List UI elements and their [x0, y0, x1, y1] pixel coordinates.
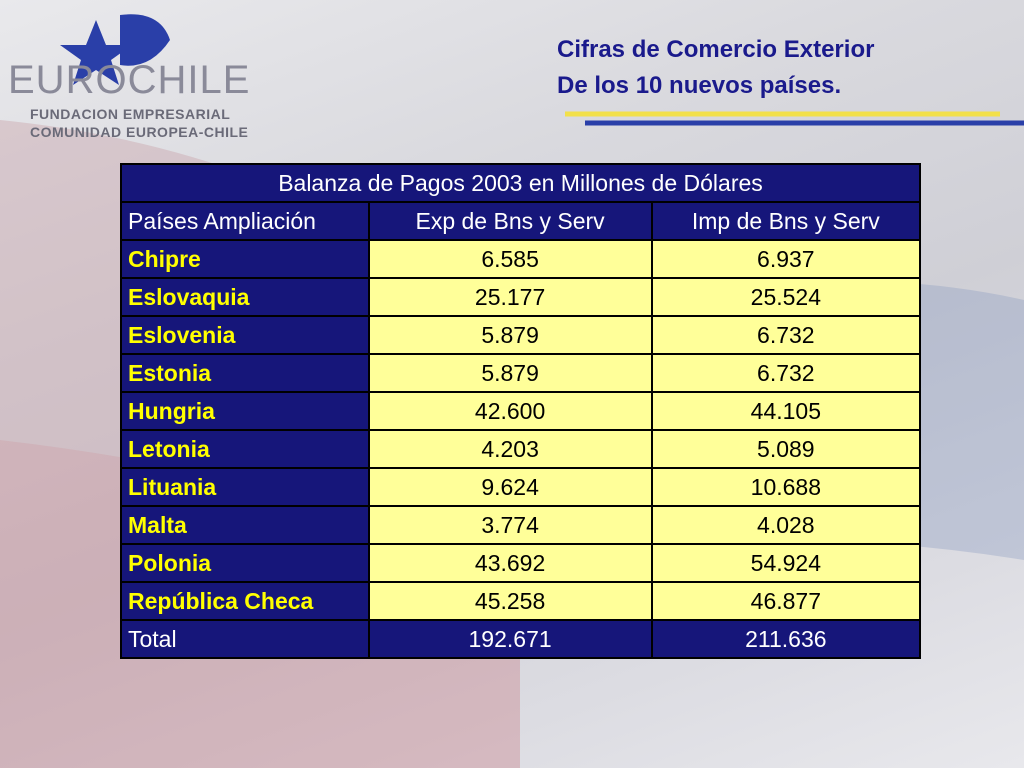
table-title: Balanza de Pagos 2003 en Millones de Dól…: [120, 163, 921, 203]
total-row: Total 192.671 211.636: [120, 619, 922, 659]
logo-line: FUNDACION EMPRESARIAL: [30, 106, 231, 122]
value-cell: 5.879: [367, 315, 653, 355]
country-cell: Eslovenia: [120, 315, 370, 355]
title: Cifras de Comercio Exterior: [557, 36, 875, 63]
data-row: Estonia 5.879 6.732: [120, 353, 922, 393]
logo-name: EUROCHILE: [8, 58, 251, 102]
data-row: Eslovaquia 25.177 25.524: [120, 277, 922, 317]
country-cell: Chipre: [120, 239, 370, 279]
title-row: Balanza de Pagos 2003 en Millones de Dól…: [120, 163, 921, 203]
value-cell: 6.732: [650, 353, 922, 393]
value-cell: 4.028: [650, 505, 922, 545]
value-cell: 44.105: [650, 391, 922, 431]
value-cell: 54.924: [650, 543, 922, 583]
data-table: Balanza de Pagos 2003 en Millones de Dól…: [120, 163, 922, 659]
country-cell: República Checa: [120, 581, 370, 621]
country-cell: Hungria: [120, 391, 370, 431]
data-row: Polonia 43.692 54.924: [120, 543, 922, 583]
value-cell: 42.600: [367, 391, 653, 431]
value-cell: 43.692: [367, 543, 653, 583]
data-row: Chipre 6.585 6.937: [120, 239, 922, 279]
value-cell: 9.624: [367, 467, 653, 507]
column-header: Exp de Bns y Serv: [367, 201, 653, 241]
data-row: Hungria 42.600 44.105: [120, 391, 922, 431]
header-row: Países Ampliación Exp de Bns y Serv Imp de…: [120, 201, 922, 241]
total-label: Total: [120, 619, 370, 659]
data-row: Malta 3.774 4.028: [120, 505, 922, 545]
country-cell: Eslovaquia: [120, 277, 370, 317]
value-cell: 46.877: [650, 581, 922, 621]
value-cell: 45.258: [367, 581, 653, 621]
country-cell: Malta: [120, 505, 370, 545]
table-body: Balanza de Pagos 2003 en Millones de Dól…: [120, 163, 922, 659]
data-row: Letonia 4.203 5.089: [120, 429, 922, 469]
total-value: 192.671: [367, 619, 653, 659]
value-cell: 6.585: [367, 239, 653, 279]
value-cell: 5.879: [367, 353, 653, 393]
total-value: 211.636: [650, 619, 922, 659]
value-cell: 25.524: [650, 277, 922, 317]
data-row: Lituania 9.624 10.688: [120, 467, 922, 507]
value-cell: 6.937: [650, 239, 922, 279]
value-cell: 10.688: [650, 467, 922, 507]
country-cell: Polonia: [120, 543, 370, 583]
value-cell: 25.177: [367, 277, 653, 317]
data-row: Eslovenia 5.879 6.732: [120, 315, 922, 355]
value-cell: 6.732: [650, 315, 922, 355]
data-row: República Checa 45.258 46.877: [120, 581, 922, 621]
title: De los 10 nuevos países.: [557, 72, 842, 99]
country-cell: Lituania: [120, 467, 370, 507]
logo-line: COMUNIDAD EUROPEA-CHILE: [30, 124, 249, 140]
value-cell: 3.774: [367, 505, 653, 545]
column-header: Imp de Bns y Serv: [650, 201, 922, 241]
value-cell: 5.089: [650, 429, 922, 469]
value-cell: 4.203: [367, 429, 653, 469]
country-cell: Estonia: [120, 353, 370, 393]
column-header: Países Ampliación: [120, 201, 370, 241]
country-cell: Letonia: [120, 429, 370, 469]
